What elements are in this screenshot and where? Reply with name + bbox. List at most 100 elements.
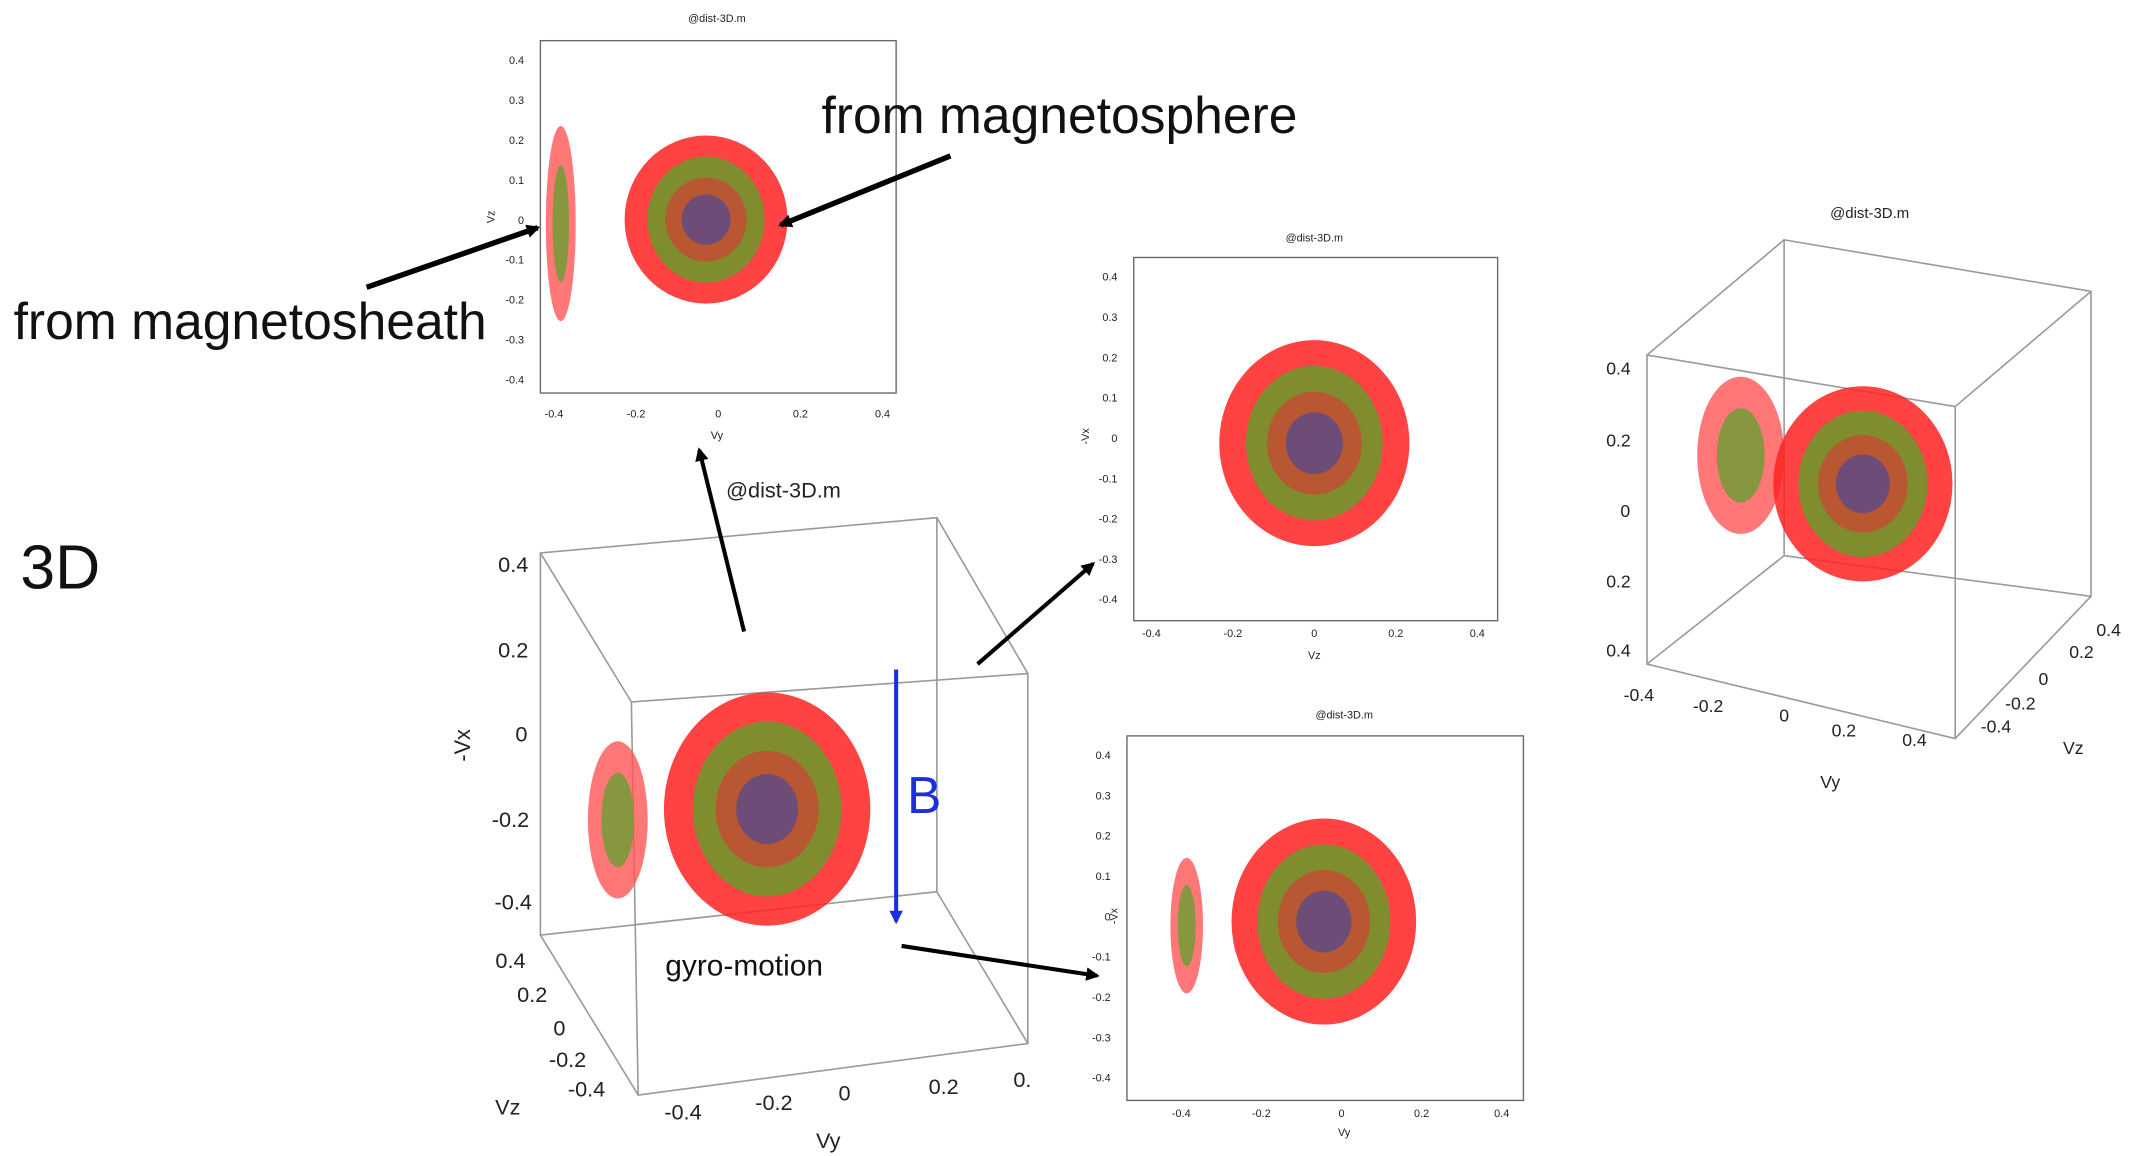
blob-mid (1178, 885, 1196, 966)
y-tick-label: 0.1 (1096, 871, 1111, 883)
y-tick-label: 0 (1105, 911, 1111, 923)
x-tick-label: -0.2 (1224, 628, 1243, 640)
x-tick-label: 0 (1338, 1108, 1344, 1120)
y-tick-label: -0.4 (1092, 1073, 1111, 1085)
y-tick-label: 0.2 (1102, 352, 1117, 364)
x-tick-label: -0.2 (755, 1090, 792, 1115)
y-tick-label: 0 (1111, 433, 1117, 445)
y-tick-label: 0.3 (509, 95, 524, 107)
y-tick-label: 0.2 (1096, 831, 1111, 843)
x-tick-label: 0 (1311, 628, 1317, 640)
x-tick-label: 0 (715, 409, 721, 421)
z-tick-label: 0.2 (2069, 642, 2094, 662)
y-tick-label: -0.2 (1099, 514, 1118, 526)
x-tick-label: -0.4 (545, 409, 564, 421)
plot-title: @dist-3D.m (726, 478, 841, 503)
y-tick-label: 0.4 (498, 552, 528, 577)
blob-core (1836, 455, 1890, 514)
z-tick-label: 0.4 (495, 948, 525, 973)
blob-mid (601, 773, 634, 867)
x-tick-label: -0.2 (1252, 1108, 1271, 1120)
x-tick-label: 0 (1779, 706, 1789, 726)
y-tick-label: 0.4 (1606, 641, 1631, 661)
x-tick-label: 0.4 (1494, 1108, 1509, 1120)
x-tick-label: 0.2 (793, 409, 808, 421)
x-axis-label: Vz (1308, 650, 1321, 662)
z-axis-label: Vz (2063, 738, 2084, 758)
z-tick-label: 0.4 (2096, 620, 2121, 640)
y-tick-label: 0.4 (1606, 359, 1631, 379)
arrow (781, 156, 951, 225)
z-tick-label: -0.4 (1981, 716, 2012, 736)
blob-core (1296, 891, 1351, 953)
arrow (902, 946, 1098, 976)
x-axis-label: Vy (711, 430, 724, 442)
z-tick-label: -0.2 (2005, 693, 2035, 713)
y-tick-label: 0.2 (1606, 571, 1631, 591)
z-tick-label: -0.2 (549, 1047, 586, 1072)
y-tick-label: -0.4 (505, 375, 524, 387)
annotation: from magnetosheath (14, 292, 487, 350)
y-tick-label: -0.4 (495, 890, 532, 915)
y-tick-label: -0.3 (1092, 1032, 1111, 1044)
z-tick-label: 0.2 (517, 982, 547, 1007)
y-tick-label: 0.4 (1096, 750, 1111, 762)
y-tick-label: -0.1 (505, 255, 524, 267)
y-tick-label: 0.4 (509, 55, 524, 67)
y-tick-label: 0.3 (1096, 790, 1111, 802)
y-axis-label: -Vx (1080, 428, 1092, 445)
plot-title: @dist-3D.m (1286, 232, 1343, 244)
y-tick-label: -0.3 (1099, 554, 1118, 566)
y-tick-label: 0.3 (1102, 312, 1117, 324)
y-tick-label: 0.2 (1606, 430, 1631, 450)
blob-mid (1717, 408, 1765, 502)
z-axis-label: Vz (495, 1094, 520, 1119)
x-tick-label: -0.4 (664, 1100, 701, 1125)
x-tick-label: -0.4 (1172, 1108, 1191, 1120)
x-tick-label: 0.4 (1470, 628, 1485, 640)
y-tick-label: -0.1 (1099, 473, 1118, 485)
y-tick-label: 0 (518, 215, 524, 227)
x-tick-label: 0.2 (1832, 720, 1857, 740)
y-axis-label: Vz (485, 211, 497, 224)
x-tick-label: -0.4 (1624, 685, 1655, 705)
plot-title: @dist-3D.m (1830, 205, 1909, 222)
annotation: gyro-motion (665, 950, 823, 983)
y-tick-label: 0.1 (509, 175, 524, 187)
x-axis-label: Vy (1820, 772, 1840, 792)
x-tick-label: 0.2 (1414, 1108, 1429, 1120)
x-tick-label: -0.4 (1142, 628, 1161, 640)
x-tick-label: 0.2 (1388, 628, 1403, 640)
slide: from magnetosphere from magnetosheath l … (0, 0, 2129, 1156)
y-tick-label: 0.2 (498, 638, 528, 663)
x-tick-label: -0.2 (627, 409, 646, 421)
y-tick-label: 0.1 (1102, 393, 1117, 405)
field-label: B (907, 766, 941, 824)
blob-mid (553, 165, 569, 282)
x-tick-label: 0 (839, 1081, 851, 1106)
x-tick-label: 0.2 (929, 1074, 959, 1099)
blob-core (736, 774, 798, 844)
y-tick-label: -0.2 (1092, 992, 1111, 1004)
blob-core (682, 194, 731, 244)
x-tick-label: 0. (1013, 1067, 1031, 1092)
y-tick-label: 0.2 (509, 135, 524, 147)
arrow (978, 564, 1093, 664)
y-tick-label: -0.4 (1099, 594, 1118, 606)
y-tick-label: 0.4 (1102, 272, 1117, 284)
x-axis-label: Vy (1338, 1127, 1351, 1139)
y-tick-label: -0.2 (505, 295, 524, 307)
y-tick-label: 0 (1620, 501, 1630, 521)
y-tick-label: -0.3 (505, 335, 524, 347)
x-tick-label: 0.4 (875, 409, 890, 421)
y-axis-label: -Vx (450, 729, 475, 762)
distribution-blobs (546, 126, 1953, 1025)
y-tick-label: -0.2 (492, 807, 529, 832)
x-tick-label: -0.2 (1693, 696, 1723, 716)
slide-text: l 3D (0, 533, 100, 602)
x-tick-label: 0.4 (1902, 730, 1927, 750)
y-tick-label: 0 (515, 722, 527, 747)
z-tick-label: -0.4 (568, 1077, 605, 1102)
y-tick-label: -0.1 (1092, 952, 1111, 964)
blob-core (1286, 412, 1343, 474)
